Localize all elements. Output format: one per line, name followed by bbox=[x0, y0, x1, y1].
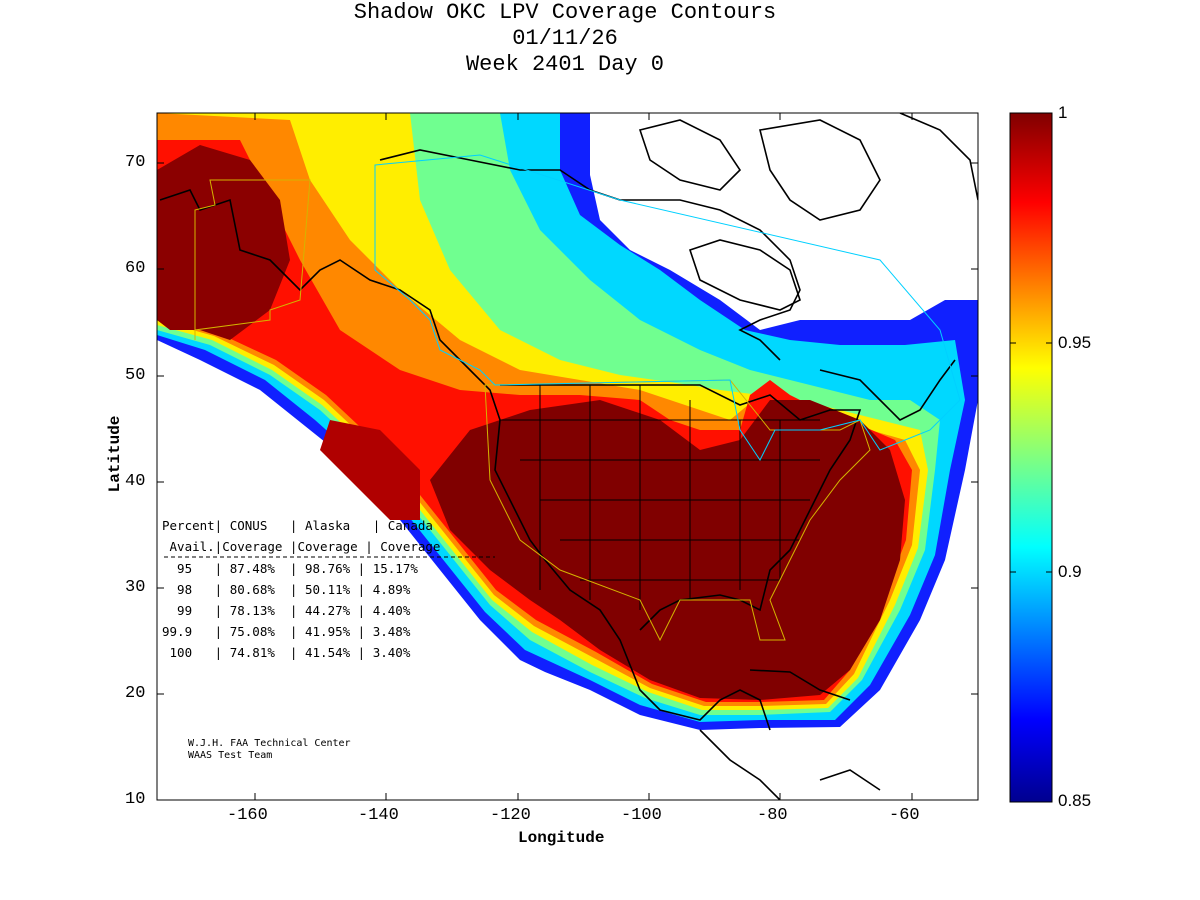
chart-title-line1: Shadow OKC LPV Coverage Contours bbox=[353, 0, 777, 25]
coverage-table-row: 95 | 87.48% | 98.76% | 15.17% bbox=[162, 561, 418, 576]
service-volumes bbox=[194, 154, 961, 642]
credit-line-1: W.J.H. FAA Technical Center bbox=[188, 738, 351, 749]
colorbar-tick-label: 0.9 bbox=[1058, 562, 1082, 581]
x-tick-label: -120 bbox=[490, 806, 531, 825]
y-tick-label: 60 bbox=[125, 259, 146, 278]
x-tick-label: -60 bbox=[889, 806, 920, 825]
x-tick-label: -160 bbox=[227, 806, 268, 825]
coverage-contours bbox=[157, 113, 978, 730]
chart-title-line2: 01/11/26 bbox=[512, 26, 618, 51]
y-tick-label: 70 bbox=[125, 153, 146, 172]
y-tick-label: 50 bbox=[125, 366, 146, 385]
coverage-table-header-2: Avail.|Coverage |Coverage | Coverage bbox=[162, 539, 441, 554]
y-tick-label: 10 bbox=[125, 790, 146, 809]
colorbar bbox=[1009, 112, 1053, 803]
coverage-table-row: 99 | 78.13% | 44.27% | 4.40% bbox=[162, 603, 411, 618]
coverage-table-row: 99.9 | 75.08% | 41.95% | 3.48% bbox=[162, 624, 411, 639]
x-tick-label: -100 bbox=[621, 806, 662, 825]
coverage-table-row: 100 | 74.81% | 41.54% | 3.40% bbox=[162, 645, 411, 660]
y-axis-label: Latitude bbox=[106, 415, 124, 493]
state-borders bbox=[500, 385, 820, 610]
x-tick-label: -140 bbox=[358, 806, 399, 825]
tick-marks bbox=[157, 113, 978, 800]
coverage-table-header-1: Percent| CONUS | Alaska | Canada bbox=[162, 518, 433, 533]
coastlines bbox=[159, 113, 978, 800]
coverage-table-row: 98 | 80.68% | 50.11% | 4.89% bbox=[162, 582, 411, 597]
y-tick-label: 30 bbox=[125, 578, 146, 597]
chart-title-line3: Week 2401 Day 0 bbox=[465, 52, 665, 77]
colorbar-tick-label: 1 bbox=[1058, 103, 1068, 122]
colorbar-tick-label: 0.85 bbox=[1058, 791, 1092, 810]
colorbar-tick-label: 0.95 bbox=[1058, 333, 1092, 352]
x-axis-label: Longitude bbox=[518, 829, 605, 847]
colorbar-ticks bbox=[1010, 342, 1052, 573]
x-tick-label: -80 bbox=[757, 806, 788, 825]
plot-frame bbox=[156, 112, 979, 801]
y-tick-label: 20 bbox=[125, 684, 146, 703]
credit-line-2: WAAS Test Team bbox=[188, 750, 273, 761]
y-tick-label: 40 bbox=[125, 472, 146, 491]
